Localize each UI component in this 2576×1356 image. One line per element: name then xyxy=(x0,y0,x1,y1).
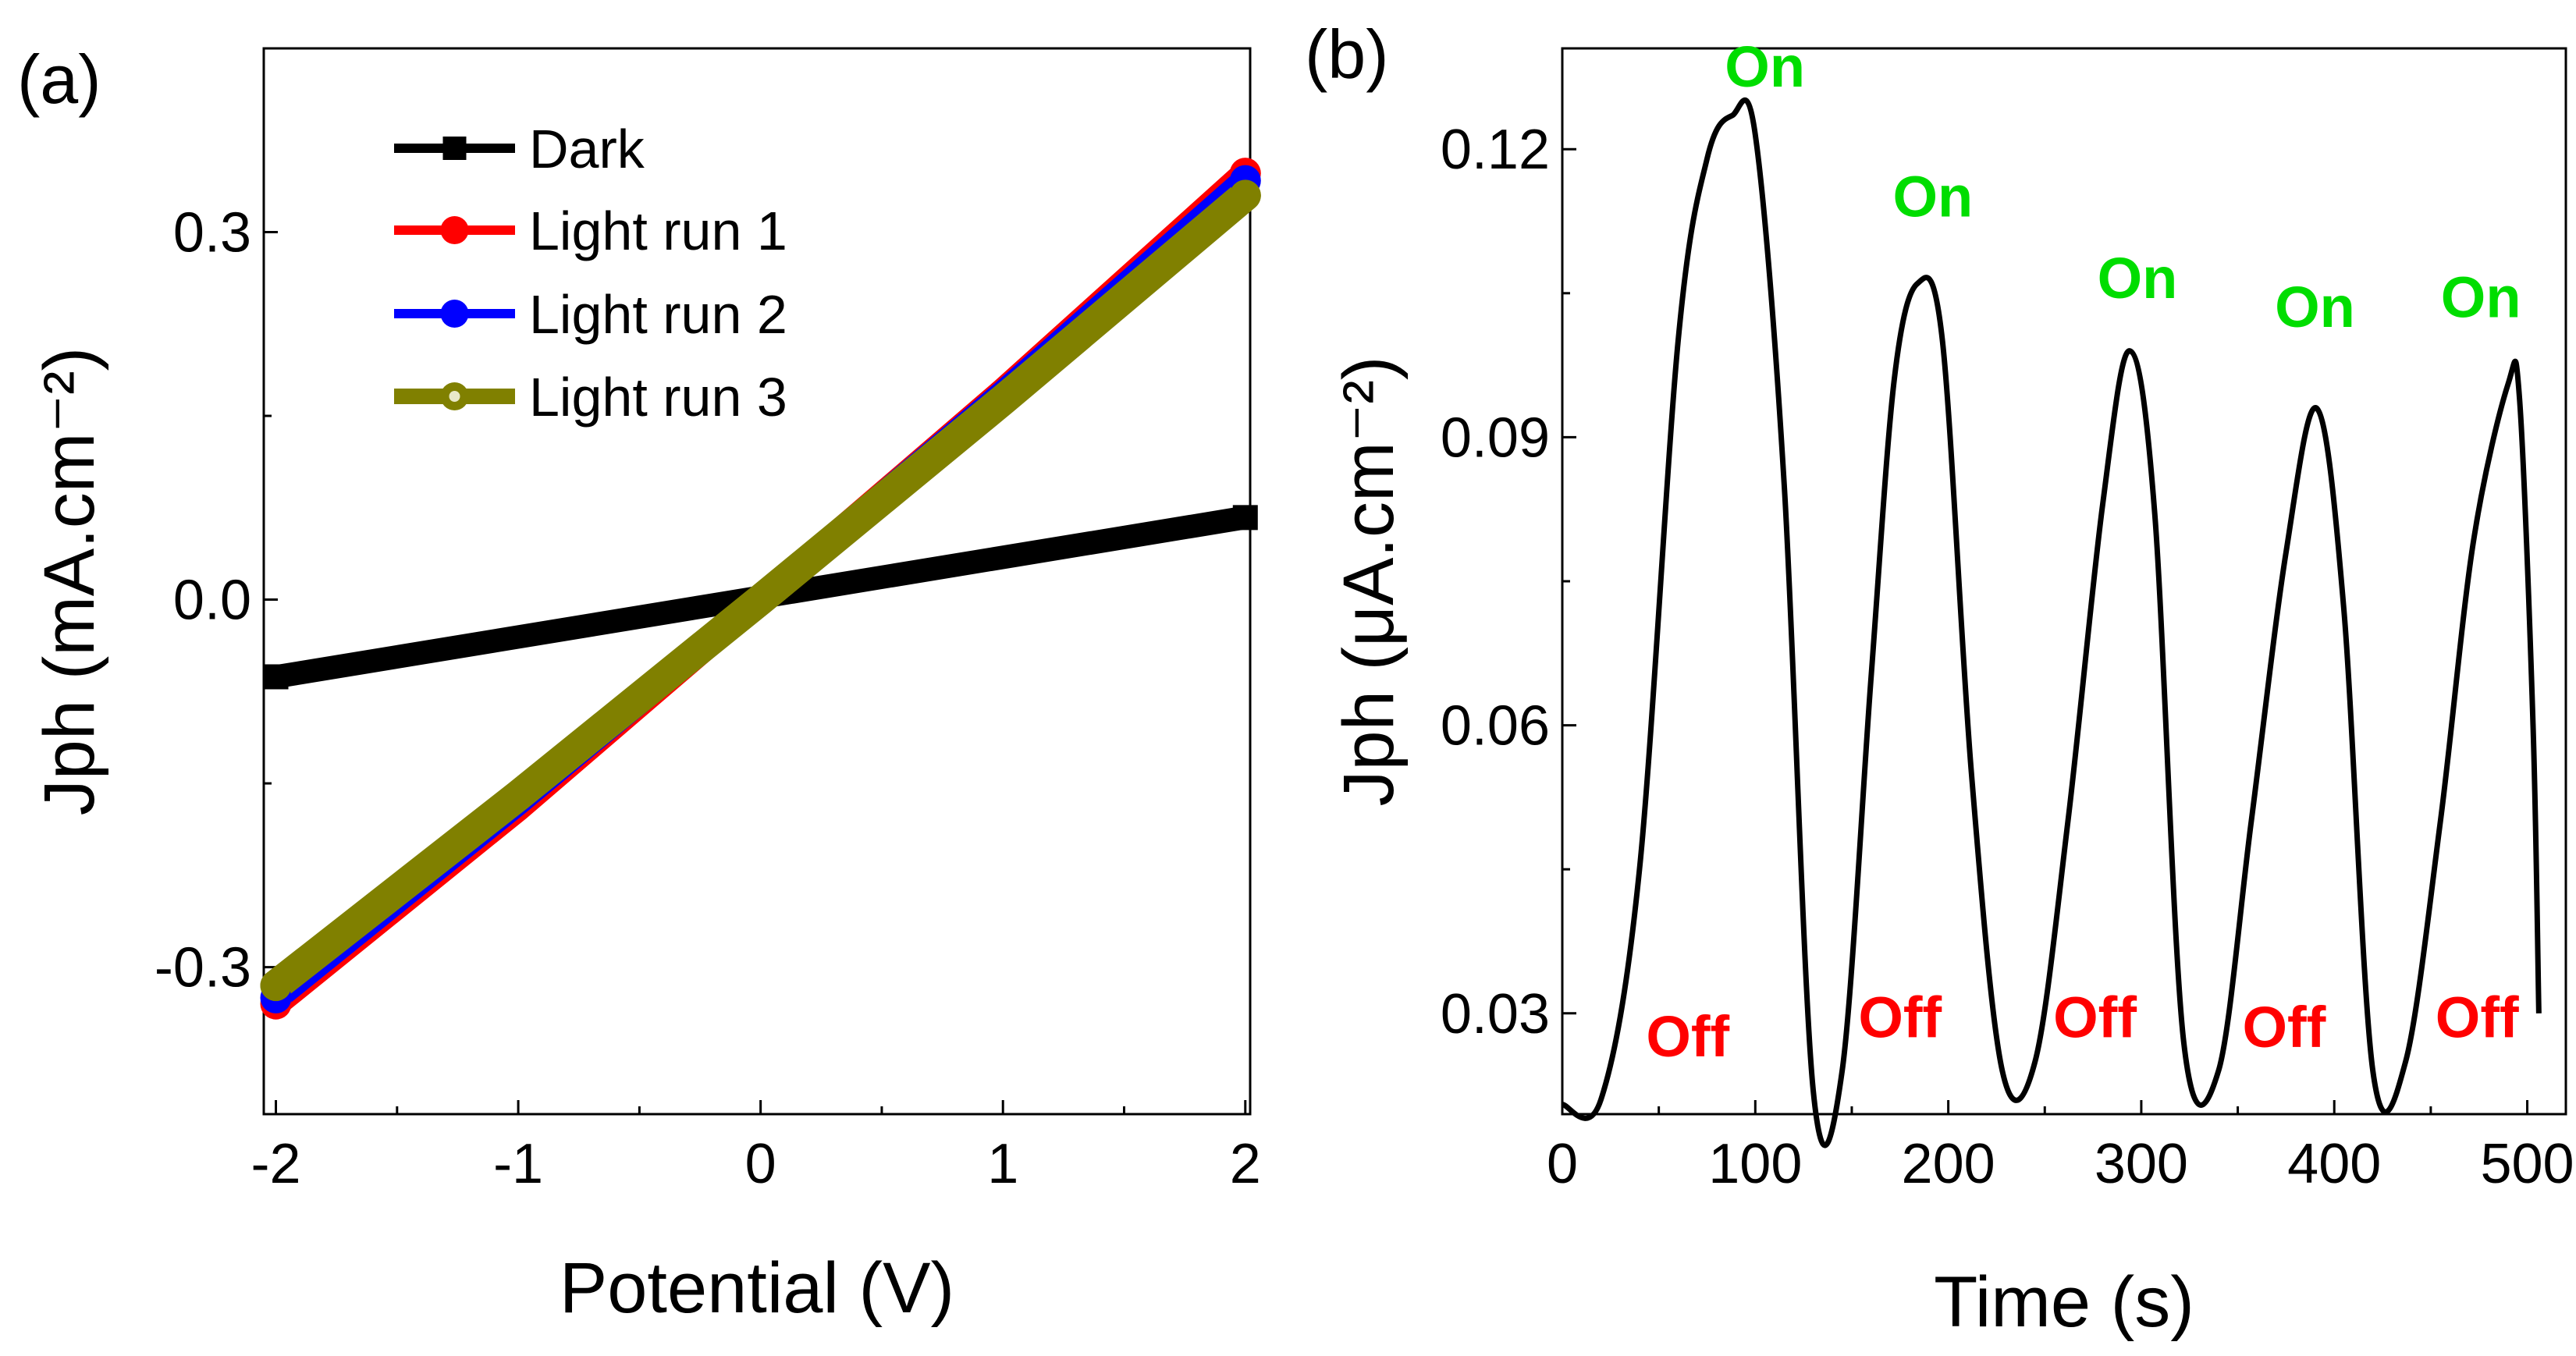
panel-a-legend: Dark Light run 1 Light run 2 Light run 3 xyxy=(394,119,787,428)
data-point-marker xyxy=(1232,505,1258,531)
panel-b-annotations: On On On On On Off Off Off Off Off xyxy=(1646,34,2521,1069)
annotation-on: On xyxy=(1892,164,1973,229)
legend-marker xyxy=(440,300,469,328)
panel-a-xlabel: Potential (V) xyxy=(560,1248,954,1328)
legend-marker xyxy=(440,216,469,244)
annotation-off: Off xyxy=(1858,985,1942,1050)
series-line-jph xyxy=(1562,97,2542,1148)
annotation-on: On xyxy=(2275,275,2355,339)
data-point-marker xyxy=(1229,179,1261,211)
x-tick-label: 200 xyxy=(1902,1133,1995,1195)
x-tick-label: 0 xyxy=(1547,1133,1578,1195)
annotation-on: On xyxy=(1725,34,1805,99)
panel-a-ticks: -2 -1 0 1 2 -0.3 0.0 0.3 xyxy=(155,202,1261,1195)
y-tick-label: 0.0 xyxy=(173,570,251,632)
y-tick-label: -0.3 xyxy=(155,937,251,999)
x-tick-label: 0 xyxy=(745,1133,776,1195)
annotation-off: Off xyxy=(2053,985,2137,1050)
panel-a-label: (a) xyxy=(17,41,101,118)
panel-b-plot-frame xyxy=(1561,47,2567,1116)
x-tick-label: 2 xyxy=(1230,1133,1261,1195)
legend-label: Light run 1 xyxy=(529,201,787,261)
annotation-on: On xyxy=(2098,246,2178,311)
panel-a-series xyxy=(260,158,1261,1020)
panel-b-series xyxy=(1562,97,2542,1148)
y-tick-label: 0.03 xyxy=(1441,983,1550,1045)
x-tick-label: 1 xyxy=(987,1133,1018,1195)
panel-a-ylabel: Jph (mA.cm⁻²) xyxy=(30,347,109,816)
x-tick-label: 300 xyxy=(2095,1133,2188,1195)
annotation-off: Off xyxy=(2436,985,2519,1050)
annotation-off: Off xyxy=(2243,995,2326,1060)
panel-b-xlabel: Time (s) xyxy=(1934,1262,2194,1342)
x-tick-label: -2 xyxy=(251,1133,301,1195)
legend-marker-highlight xyxy=(449,391,460,402)
y-tick-label: 0.06 xyxy=(1441,695,1550,758)
annotation-on: On xyxy=(2441,265,2521,330)
panel-b-ylabel: Jph (μA.cm⁻²) xyxy=(1329,357,1409,807)
legend-marker xyxy=(442,137,467,160)
x-tick-label: 400 xyxy=(2287,1133,2381,1195)
x-tick-label: -1 xyxy=(493,1133,543,1195)
panel-b-ticks: 0 100 200 300 400 500 0.03 0.06 0.09 0.12 xyxy=(1441,119,2574,1195)
panel-b-label: (b) xyxy=(1305,16,1389,93)
data-point-marker xyxy=(260,970,292,1002)
data-point-marker xyxy=(263,664,289,690)
series-line-light-run-3 xyxy=(260,179,1261,1002)
x-tick-label: 100 xyxy=(1708,1133,1802,1195)
legend-label: Light run 2 xyxy=(529,284,787,345)
y-tick-label: 0.12 xyxy=(1441,119,1550,181)
x-tick-label: 500 xyxy=(2480,1133,2574,1195)
legend-label: Light run 3 xyxy=(529,367,787,428)
legend-label: Dark xyxy=(529,119,645,179)
y-tick-label: 0.09 xyxy=(1441,406,1550,469)
panel-a-plot-frame xyxy=(262,47,1252,1116)
annotation-off: Off xyxy=(1646,1004,1729,1069)
y-tick-label: 0.3 xyxy=(173,202,251,264)
panel-a: (a) -2 -1 0 1 2 -0.3 0.0 0.3 Dark Light run 1 Lig… xyxy=(17,41,1261,1328)
